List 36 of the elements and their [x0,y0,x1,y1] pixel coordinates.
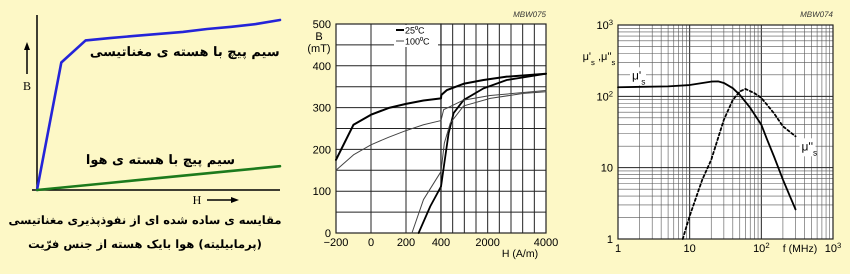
ytick: 10$^{2}$ [596,88,613,104]
ylabel: (mT) [307,43,331,55]
ylabel: B [23,79,31,93]
legend-label: 100⁰C [405,36,430,46]
ytick: 1 [606,234,613,246]
xtick: 2000 [475,237,500,249]
ytick: 400 [312,60,331,73]
annotation: MBW074 [800,10,833,19]
xtick: −200 [324,237,348,249]
text: مقایسه ی ساده شده ای از نفوذپذیری مغناتیسی (پرمابیلیته) هوا بایک هسته از جنس فرّیت [7,212,283,253]
xtick: 400 [432,237,450,249]
series-name: μ''$_{s}$ [802,139,818,158]
xtick: 4000 [534,237,558,249]
xlabel: H [192,193,202,207]
ytick: 300 [312,102,331,115]
xtick: 200 [396,237,416,249]
ylabel: μ'$_{s}$ ,μ''$_{s}$ [582,51,616,66]
series-name: سیم پیچ با هسته ی هوا [86,153,236,168]
legend-label: 25⁰C [405,26,426,36]
xtick: 10$^{2}$ [753,240,770,255]
ytick: 0 [324,228,331,240]
ytick: 100 [312,186,331,198]
xlabel: f (MHz) [782,243,818,255]
annotation: MBW075 [513,10,546,19]
ytick: 500 [312,19,331,31]
xtick: 10$^{3}$ [824,240,842,255]
xlabel: H (A/m) [502,248,538,260]
xtick: 10 [684,243,696,255]
xtick: 0 [368,237,374,249]
xtick: 1 [614,243,622,255]
series-name: سیم پیچ با هسته ی مغناتیسی [90,44,280,60]
ylabel: B [315,31,323,43]
ytick: 200 [312,144,331,156]
series-name: μ'$_{s}$ [632,68,646,86]
ytick: 10 [600,162,613,175]
ytick: 10$^{3}$ [596,18,613,32]
